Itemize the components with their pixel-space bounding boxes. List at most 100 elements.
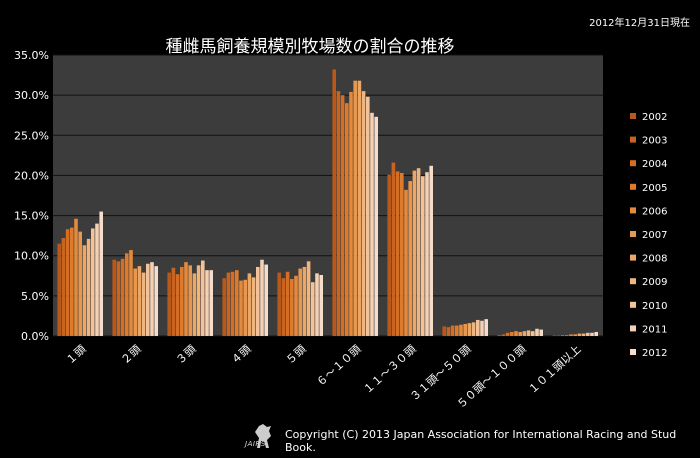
bar — [391, 162, 396, 336]
bar — [315, 273, 319, 336]
bar — [442, 326, 446, 336]
bar — [404, 189, 408, 336]
legend-swatch — [630, 349, 636, 355]
x-tick-label: ５頭 — [283, 343, 308, 367]
bar — [573, 334, 577, 336]
bar — [429, 165, 433, 336]
y-tick-label: 35.0% — [14, 49, 49, 62]
bar — [471, 322, 476, 336]
bar — [120, 258, 125, 336]
bar — [395, 171, 400, 336]
bar — [235, 270, 239, 336]
bar — [285, 271, 290, 336]
bar — [577, 333, 582, 336]
bar — [535, 328, 539, 336]
bar — [57, 243, 61, 336]
bar — [594, 331, 598, 336]
bar — [569, 334, 573, 336]
bar — [251, 277, 256, 336]
date-note: 2012年12月31日現在 — [589, 18, 690, 29]
bar — [586, 332, 590, 336]
chart-title: 種雌馬飼養規模別牧場数の割合の推移 — [165, 37, 455, 57]
x-tick-label: １１～３０頭 — [361, 343, 419, 397]
bar — [264, 264, 268, 336]
bar — [581, 333, 586, 336]
y-tick-label: 25.0% — [14, 129, 49, 142]
bar — [205, 270, 209, 336]
bar — [150, 262, 154, 336]
legend-swatch — [630, 113, 636, 119]
bar — [531, 331, 535, 336]
bar — [374, 116, 378, 336]
bar — [349, 91, 353, 336]
x-tick-label: ４頭 — [228, 343, 253, 367]
legend-label: 2012 — [642, 348, 667, 359]
legend-label: 2011 — [642, 324, 667, 335]
bar — [311, 282, 315, 336]
legend-label: 2009 — [642, 277, 667, 288]
bar — [514, 331, 518, 336]
bar — [99, 211, 103, 336]
x-tick-label: ６～１０頭 — [314, 343, 364, 389]
bar — [353, 80, 357, 336]
logo-text: JAIRS — [245, 440, 266, 448]
bar — [61, 238, 66, 336]
bar — [91, 228, 95, 336]
bar — [476, 319, 480, 336]
bar — [125, 253, 129, 336]
legend-label: 2004 — [642, 159, 667, 170]
bar — [112, 259, 116, 336]
legend-swatch — [630, 301, 636, 308]
bar — [137, 266, 142, 336]
bar — [484, 319, 488, 336]
bar — [501, 334, 506, 336]
bar — [463, 323, 467, 336]
y-tick-label: 15.0% — [14, 210, 49, 223]
bar — [421, 176, 425, 336]
bar — [247, 273, 252, 336]
legend-label: 2002 — [642, 112, 667, 123]
bar — [565, 335, 569, 336]
bar — [230, 271, 235, 336]
legend-label: 2010 — [642, 301, 667, 312]
legend-swatch — [630, 325, 636, 332]
bar — [412, 170, 417, 336]
bar — [196, 265, 201, 336]
bar — [260, 259, 264, 336]
bar — [277, 272, 281, 336]
bar — [366, 96, 370, 337]
bar — [361, 91, 366, 336]
y-tick-label: 10.0% — [14, 250, 49, 263]
legend-label: 2006 — [642, 206, 667, 217]
bar — [116, 261, 121, 336]
bar — [306, 261, 311, 336]
bar — [450, 325, 455, 336]
bar — [345, 103, 349, 337]
bar — [400, 173, 404, 336]
bar — [201, 260, 205, 336]
bar — [239, 280, 243, 336]
legend-swatch — [630, 231, 636, 237]
bar — [146, 263, 150, 336]
bar — [336, 91, 341, 336]
x-tick-label: ３頭 — [173, 343, 198, 367]
bar — [455, 325, 459, 336]
legend-swatch — [630, 207, 636, 214]
bar — [78, 231, 82, 336]
bar — [129, 250, 133, 336]
x-tick-label: １０１頭以上 — [526, 343, 584, 397]
bar — [175, 274, 180, 336]
bar — [510, 331, 514, 336]
bar — [539, 329, 543, 336]
bar — [370, 112, 374, 336]
bar — [294, 275, 298, 336]
bar — [290, 278, 294, 336]
legend-label: 2003 — [642, 136, 667, 147]
legend-swatch — [630, 254, 636, 261]
bar — [522, 331, 527, 336]
legend-label: 2007 — [642, 230, 667, 241]
bar — [459, 324, 463, 336]
bar — [480, 320, 484, 336]
bar — [497, 335, 501, 336]
